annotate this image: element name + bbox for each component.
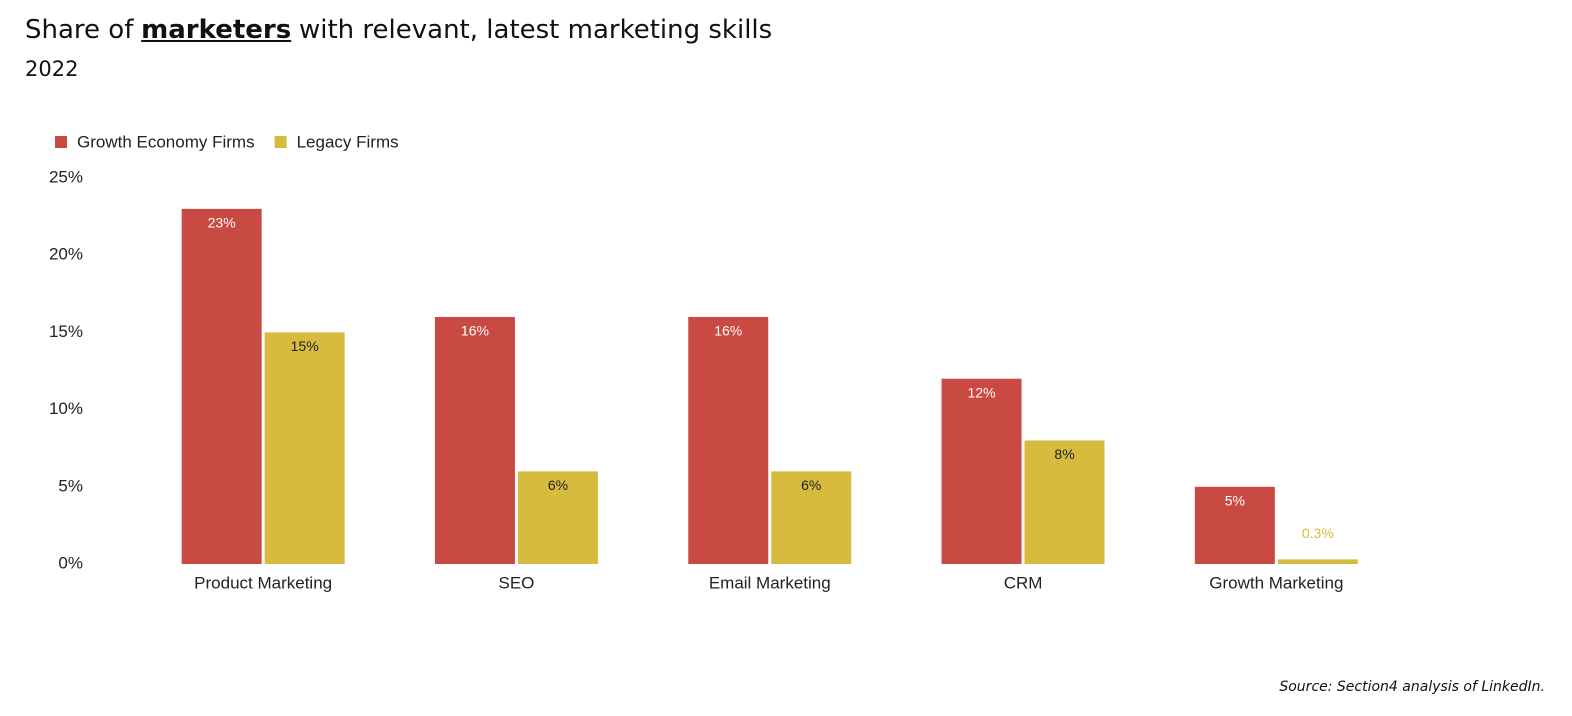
y-tick-label: 20%: [49, 245, 83, 264]
value-label: 6%: [548, 477, 568, 493]
bar: [434, 316, 515, 564]
bar: [1277, 559, 1358, 564]
value-label: 6%: [801, 477, 821, 493]
legend-swatch: [274, 136, 287, 148]
value-label: 23%: [208, 215, 236, 231]
bar: [1194, 486, 1275, 564]
bar: [181, 208, 262, 564]
y-tick-label: 0%: [58, 553, 83, 572]
y-tick-label: 15%: [49, 322, 83, 341]
bar: [264, 332, 345, 564]
legend-swatch: [55, 136, 67, 148]
value-label: 15%: [291, 338, 319, 354]
value-label: 0.3%: [1302, 525, 1334, 541]
chart-title: Share of marketers with relevant, latest m…: [25, 15, 772, 45]
x-tick-label: SEO: [498, 573, 534, 592]
y-tick-label: 25%: [49, 167, 83, 186]
value-label: 12%: [968, 384, 996, 400]
y-tick-label: 5%: [58, 476, 83, 495]
title-highlight: marketers: [141, 15, 292, 45]
x-tick-label: Email Marketing: [709, 573, 831, 592]
value-label: 16%: [714, 323, 742, 339]
title-part: with relevant, latest marketing skills: [299, 15, 773, 45]
bar: [517, 471, 598, 564]
x-tick-label: Growth Marketing: [1209, 573, 1343, 592]
bar: [941, 378, 1022, 564]
x-tick-label: CRM: [1004, 573, 1043, 592]
source-note: Source: Section4 analysis of LinkedIn.: [1279, 679, 1545, 695]
legend-label: Legacy Firms: [297, 132, 399, 151]
value-label: 8%: [1054, 446, 1074, 462]
bar: [688, 316, 769, 564]
bar: [771, 471, 852, 564]
value-label: 5%: [1225, 493, 1245, 509]
legend-label: Growth Economy Firms: [77, 132, 255, 151]
x-tick-label: Product Marketing: [194, 573, 332, 592]
value-label: 16%: [461, 323, 489, 339]
bar: [1024, 440, 1105, 564]
chart-subtitle: 2022: [25, 57, 79, 81]
y-tick-label: 10%: [49, 399, 83, 418]
title-part: Share of: [25, 15, 134, 45]
